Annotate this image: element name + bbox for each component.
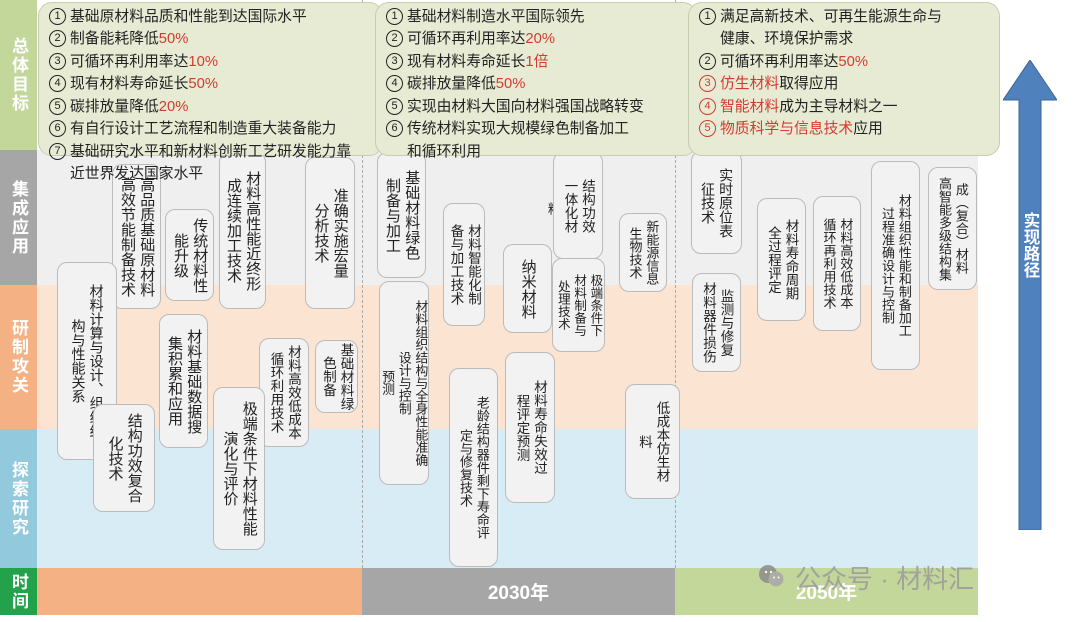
svg-text:实现路径: 实现路径 xyxy=(1021,211,1040,279)
